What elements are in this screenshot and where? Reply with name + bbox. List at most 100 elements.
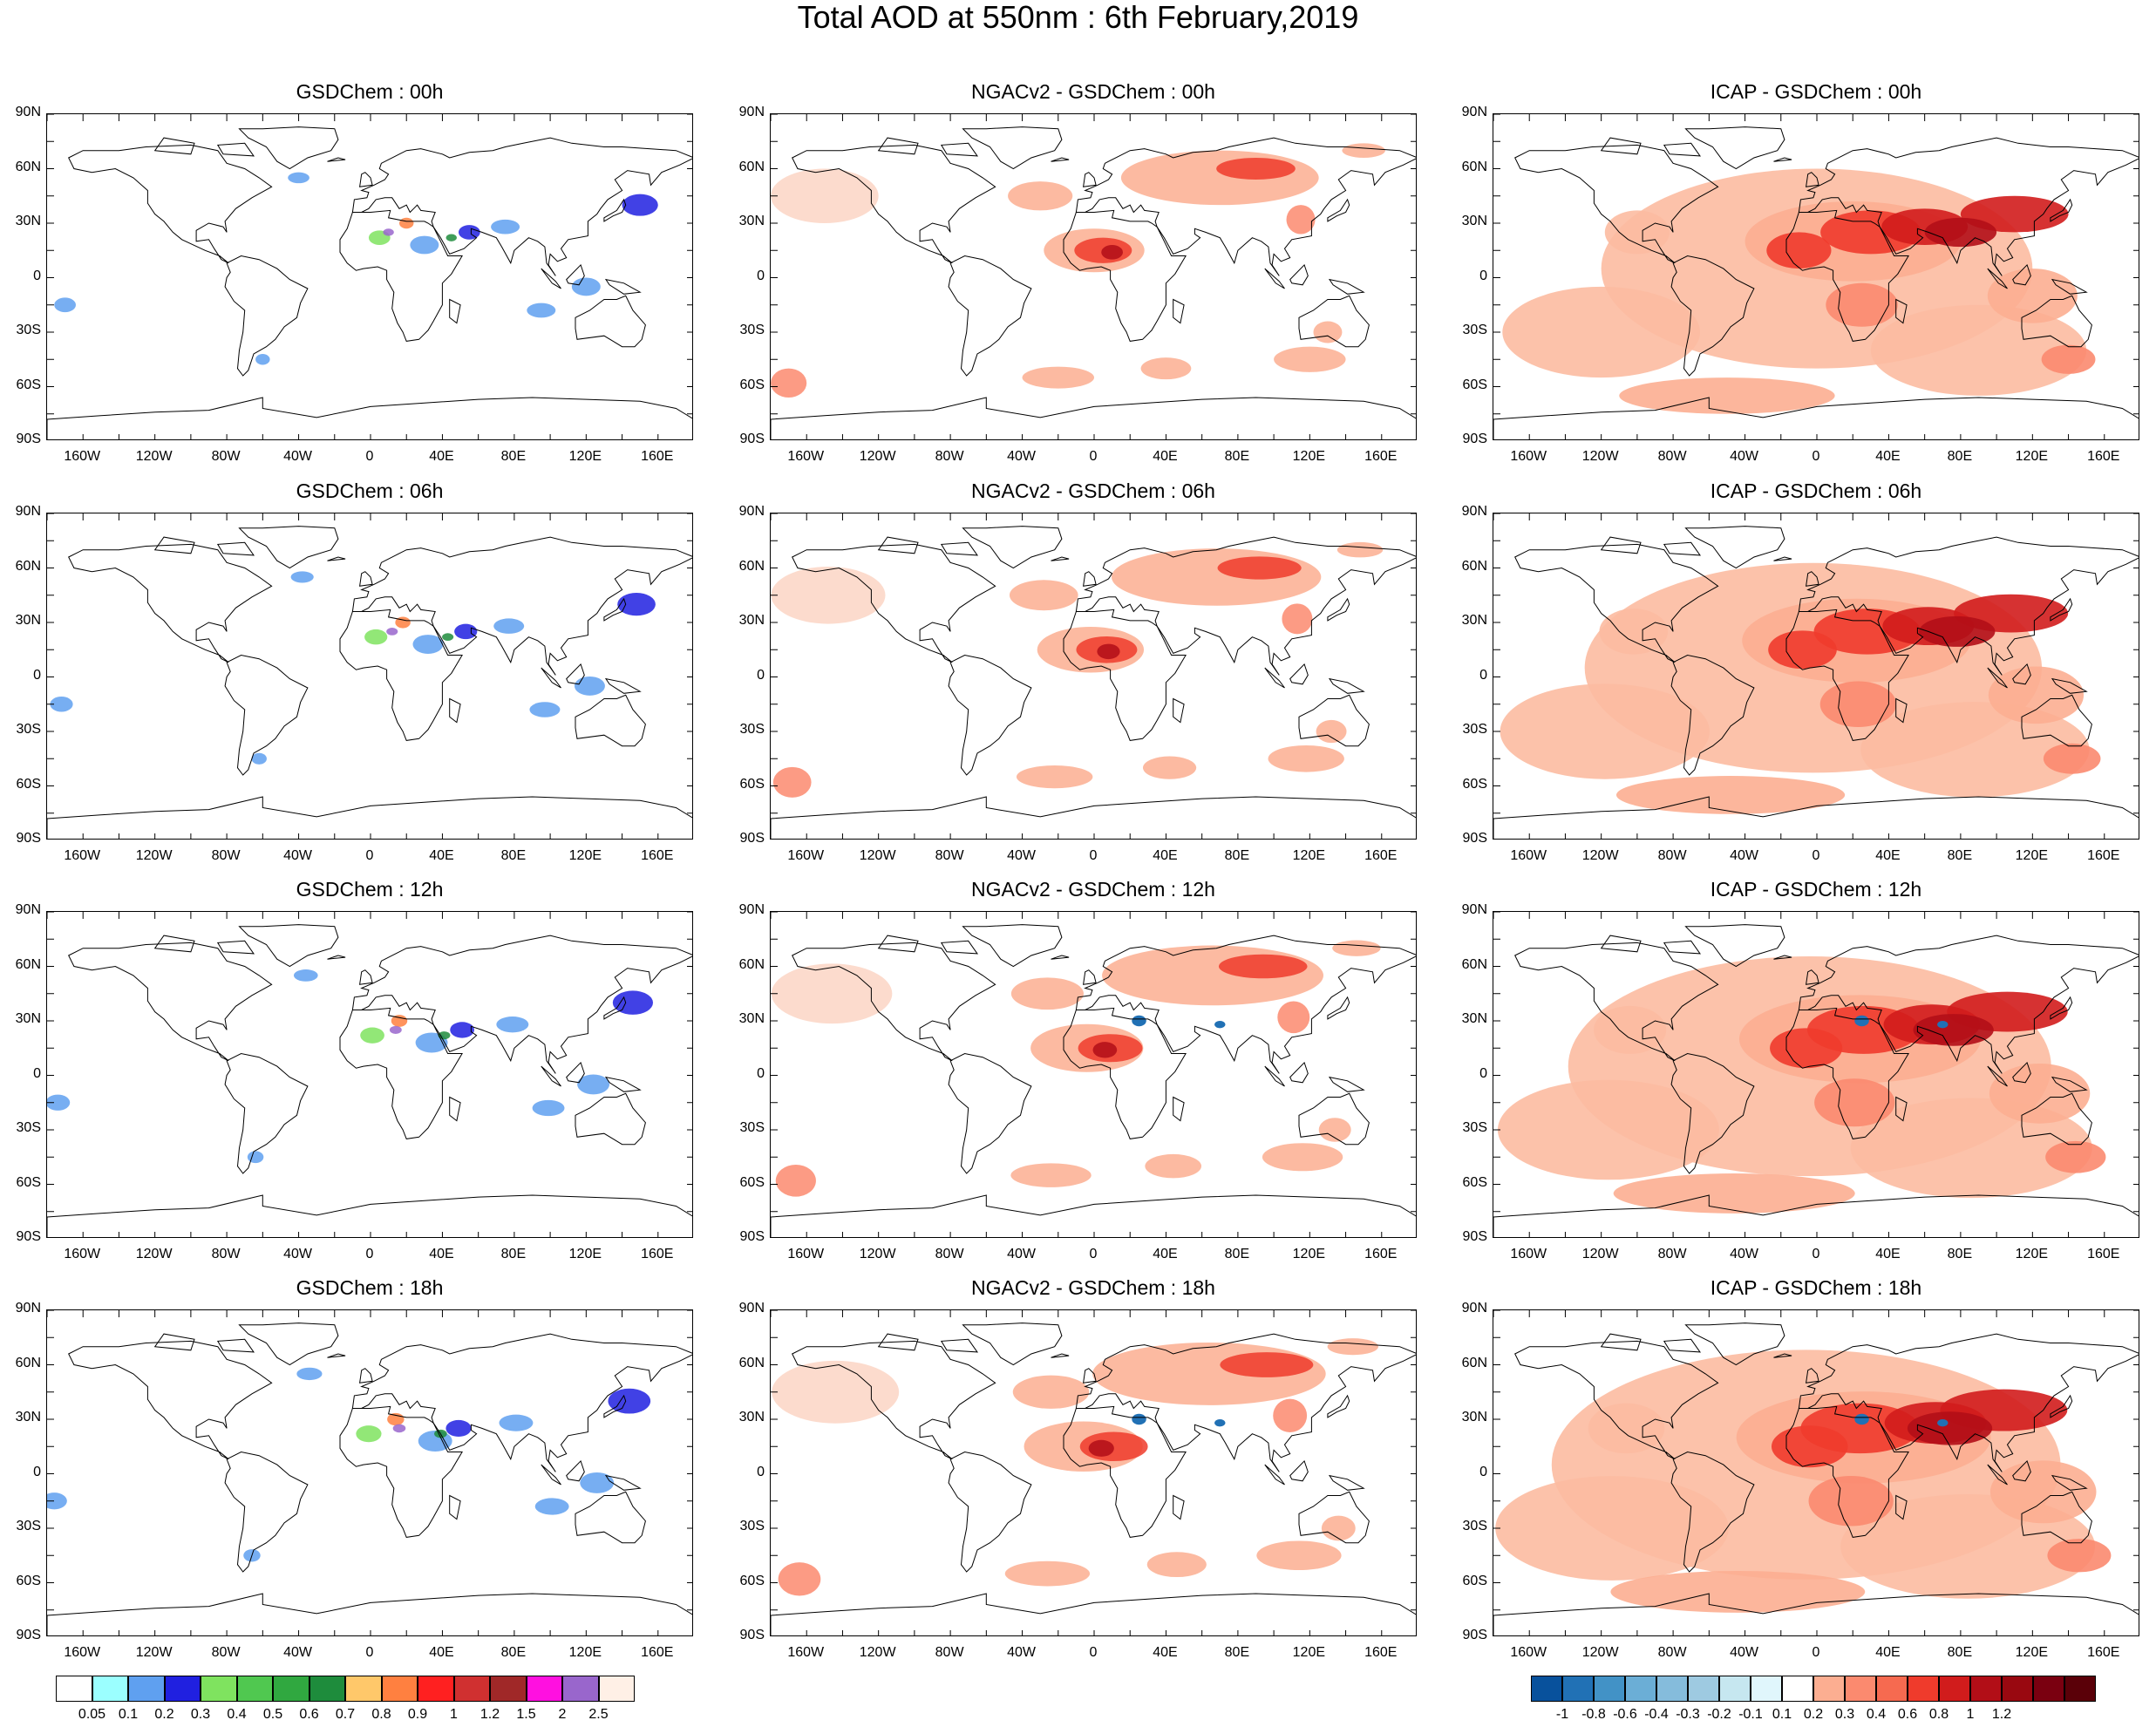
lon-tick-label: 80W	[935, 449, 964, 464]
panel-title: NGACv2 - GSDChem : 18h	[971, 1276, 1215, 1299]
lon-tick-label: 160W	[1510, 1247, 1547, 1261]
lat-tick-label: 90N	[1461, 902, 1487, 917]
lat-tick-label: 90N	[15, 504, 41, 519]
lat-tick-label: 60S	[1462, 1573, 1487, 1588]
lon-tick-label: 40E	[1153, 449, 1178, 464]
coastline	[1328, 278, 1365, 295]
lon-tick-label: 120W	[135, 449, 173, 464]
aod-plume	[1987, 269, 2078, 323]
lat-tick-label: 60N	[738, 956, 765, 972]
aod-plume	[1016, 765, 1093, 789]
aod-plume	[1220, 1352, 1314, 1377]
coastline	[1895, 1494, 1908, 1520]
coastline	[541, 1464, 561, 1486]
aod-plume	[360, 1027, 384, 1044]
aod-plume	[255, 354, 270, 365]
aod-plume	[1120, 150, 1319, 206]
coastline	[1895, 1096, 1908, 1122]
aod-plume	[1142, 756, 1197, 779]
aod-plume	[251, 752, 267, 765]
map-canvas	[1493, 114, 2139, 439]
lat-tick-label: 60S	[739, 1174, 765, 1190]
colorbar-swatch	[1782, 1676, 1813, 1702]
coastline	[1806, 172, 1819, 187]
lon-tick-label: 40W	[283, 1247, 312, 1261]
world-map	[1493, 513, 2139, 840]
lat-tick-label: 90S	[16, 1628, 41, 1642]
lon-tick-label: 40W	[1007, 1247, 1036, 1261]
lon-tick-label: 80E	[1224, 848, 1250, 863]
coastline	[948, 255, 1032, 377]
coastline	[2012, 1459, 2031, 1482]
colorbar-swatch	[273, 1676, 309, 1702]
lat-tick-label: 30S	[1462, 323, 1487, 337]
lon-tick-label: 40E	[429, 1645, 454, 1660]
coastline	[2051, 278, 2088, 295]
coastline	[1298, 694, 1370, 747]
lat-tick-label: 60N	[15, 558, 41, 574]
lon-tick-label: 40W	[1730, 848, 1758, 863]
colorbar-swatch	[1625, 1676, 1656, 1702]
coastline	[948, 654, 1032, 776]
lat-tick-label: 90S	[16, 1229, 41, 1244]
lon-tick-label: 40W	[283, 1645, 312, 1660]
coastline	[948, 1052, 1032, 1174]
coastline	[566, 1459, 585, 1482]
coastline	[2021, 1092, 2092, 1146]
coastline	[1600, 935, 1642, 953]
aod-plume	[1111, 548, 1322, 606]
lon-tick-label: 40E	[429, 848, 454, 863]
map-canvas	[47, 1310, 692, 1635]
coastline	[2021, 1491, 2092, 1544]
lon-tick-label: 160W	[787, 1247, 825, 1261]
lon-tick-label: 160E	[641, 449, 674, 464]
aod-plume	[1321, 1515, 1356, 1541]
coastline	[1773, 157, 1792, 162]
coastline	[1773, 955, 1792, 960]
lat-tick-label: 90N	[738, 105, 765, 119]
coastline	[962, 1322, 1063, 1366]
coastline	[2012, 1061, 2031, 1084]
coastline	[603, 996, 627, 1020]
panel-title: ICAP - GSDChem : 06h	[1710, 479, 1922, 502]
aod-plume	[1318, 1118, 1351, 1142]
lon-tick-label: 120W	[1581, 848, 1619, 863]
coastline	[962, 924, 1063, 968]
colorbar-tick-label: 2	[558, 1707, 567, 1722]
lat-tick-label: 0	[1479, 1464, 1487, 1479]
aod-plume	[1989, 1460, 2097, 1524]
colorbar-tick-label: 0.1	[1772, 1707, 1792, 1722]
lon-tick-label: 120W	[859, 449, 896, 464]
coastline	[1773, 556, 1792, 561]
lon-tick-label: 0	[365, 1247, 374, 1261]
aod-plume	[1588, 1403, 1665, 1454]
coastline	[359, 1368, 373, 1384]
map-canvas	[771, 513, 1416, 839]
lat-tick-label: 0	[757, 1065, 765, 1081]
aod-plume	[622, 194, 658, 216]
coastline	[1798, 1333, 2139, 1472]
coastline	[1514, 942, 1719, 1062]
coastline	[1600, 536, 1642, 554]
coastline	[2050, 1394, 2073, 1418]
lat-tick-label: 60S	[16, 1174, 41, 1190]
aod-plume	[529, 702, 561, 717]
coastline	[1051, 556, 1070, 561]
colorbar-swatch	[562, 1676, 599, 1702]
lon-tick-label: 0	[1812, 848, 1820, 863]
colorbar-swatch	[490, 1676, 527, 1702]
coastline	[153, 935, 195, 953]
lat-tick-label: 90S	[16, 432, 41, 446]
coastline	[566, 263, 585, 286]
coastline	[327, 157, 346, 162]
aod-plume	[2041, 344, 2096, 374]
aod-plume	[1140, 357, 1192, 380]
aod-plume	[247, 1151, 264, 1164]
lat-tick-label: 60N	[738, 558, 765, 574]
lon-tick-label: 80E	[1947, 449, 1973, 464]
lat-tick-label: 30S	[1462, 722, 1487, 737]
coastline	[47, 1194, 692, 1237]
colorbar-swatch	[201, 1676, 237, 1702]
lat-tick-label: 30S	[1462, 1120, 1487, 1135]
panel-title: NGACv2 - GSDChem : 06h	[971, 479, 1215, 502]
